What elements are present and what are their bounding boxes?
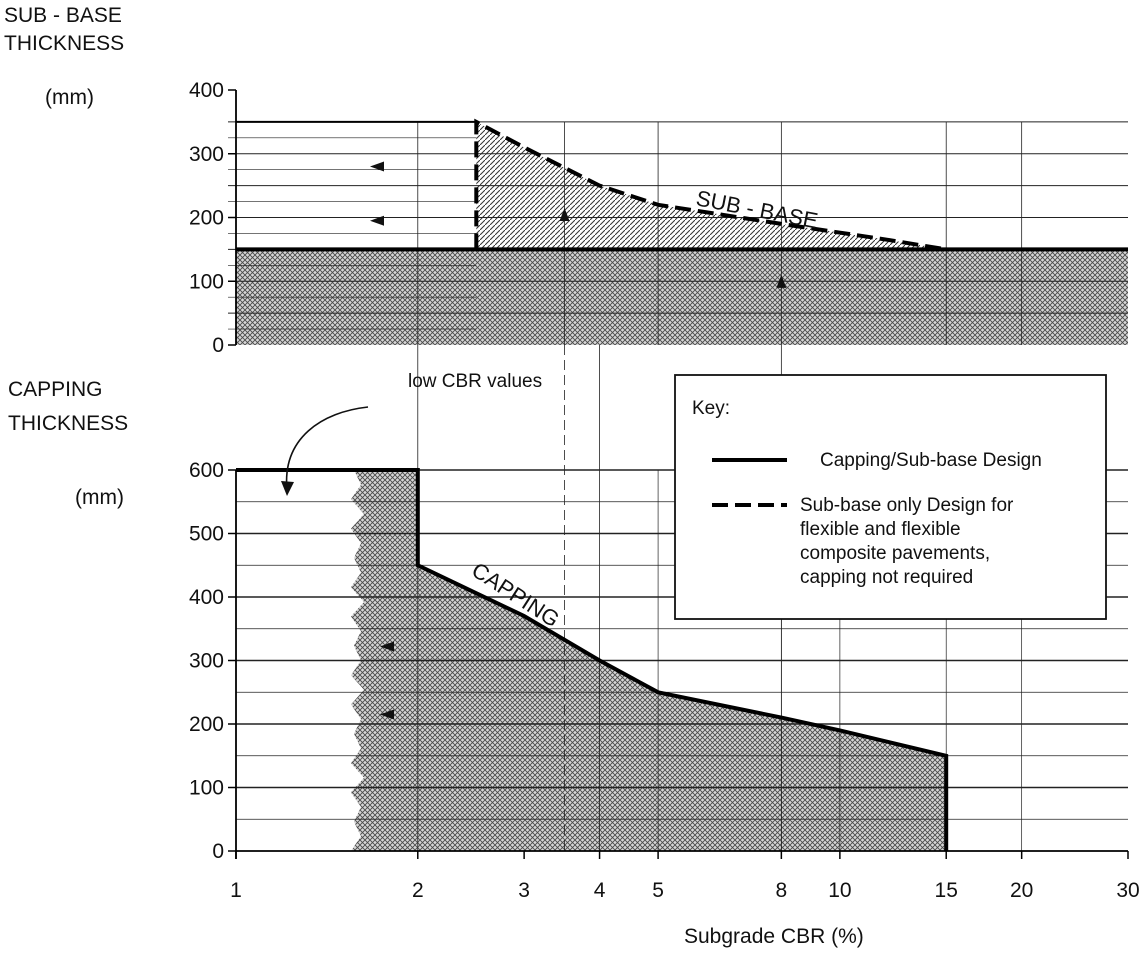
x-tick-label: 10 <box>828 879 851 902</box>
capping-arrow-left <box>380 709 394 720</box>
subbase-y-tick-label: 400 <box>189 79 224 102</box>
capping-y-tick-label: 500 <box>189 523 224 546</box>
reading-arrows <box>370 161 787 720</box>
low-cbr-curved-arrow <box>281 406 369 496</box>
x-tick-label: 3 <box>518 879 530 902</box>
legend-dashed-label-2: flexible and flexible <box>800 519 961 540</box>
capping-solid-line <box>236 468 949 851</box>
capping-y-tick-label: 400 <box>189 586 224 609</box>
x-tick-label: 1 <box>230 879 242 902</box>
subbase-y-tick-label: 200 <box>189 207 224 230</box>
capping-axis-title-line1: CAPPING <box>8 378 103 401</box>
x-tick-label: 20 <box>1010 879 1033 902</box>
subbase-arrow-left <box>370 215 384 226</box>
x-tick-label: 5 <box>652 879 664 902</box>
capping-axis-unit: (mm) <box>75 486 124 509</box>
x-tick-label: 30 <box>1116 879 1139 902</box>
legend-dashed-label-1: Sub-base only Design for <box>800 495 1014 516</box>
subbase-only-dashed-line <box>474 118 947 252</box>
legend-dashed-label-4: capping not required <box>800 567 973 588</box>
capping-y-tick-label: 300 <box>189 650 224 673</box>
design-curves <box>236 118 1128 851</box>
x-tick-label: 2 <box>412 879 424 902</box>
legend-solid-label: Capping/Sub-base Design <box>820 450 1042 471</box>
capping-axis-title-line2: THICKNESS <box>8 412 128 435</box>
subbase-arrow-up <box>776 274 787 288</box>
subbase-y-tick-label: 100 <box>189 270 224 293</box>
subbase-arrow-up <box>559 207 570 221</box>
capping-y-tick-label: 100 <box>189 777 224 800</box>
capping-arrow-left <box>380 641 394 652</box>
x-axis-title: Subgrade CBR (%) <box>684 925 864 948</box>
subbase-y-tick-label: 0 <box>212 334 224 357</box>
legend-box <box>674 374 1107 620</box>
subbase-axis-title-line1: SUB - BASE <box>4 4 122 27</box>
low-cbr-annotation: low CBR values <box>408 371 542 392</box>
capping-y-tick-label: 200 <box>189 713 224 736</box>
capping-axis-title: CAPPING THICKNESS (mm) <box>8 378 128 509</box>
legend-title: Key: <box>692 398 730 419</box>
x-tick-label: 8 <box>776 879 788 902</box>
subbase-y-tick-label: 300 <box>189 143 224 166</box>
legend-dashed-label-3: composite pavements, <box>800 543 990 564</box>
capping-y-tick-label: 0 <box>212 840 224 863</box>
x-tick-label: 15 <box>935 879 958 902</box>
legend: Key: Capping/Sub-base Design Sub-base on… <box>674 374 1107 620</box>
x-tick-label: 4 <box>594 879 606 902</box>
capping-y-tick-label: 600 <box>189 459 224 482</box>
subbase-axis-unit: (mm) <box>45 86 94 109</box>
subbase-arrow-left <box>370 161 384 172</box>
subbase-axis-title-line2: THICKNESS <box>4 32 124 55</box>
subbase-axis-title: SUB - BASE THICKNESS (mm) <box>4 4 124 109</box>
